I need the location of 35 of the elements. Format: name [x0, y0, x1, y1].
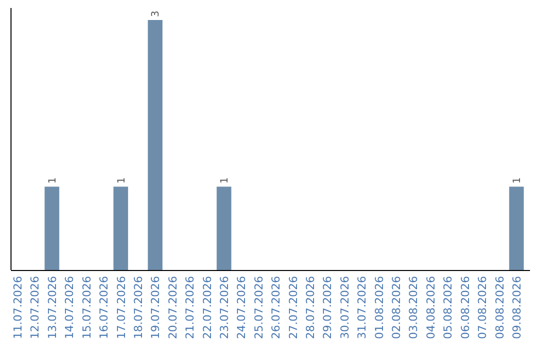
x-tick-label: 24.07.2026 — [235, 276, 248, 339]
x-tick-label: 28.07.2026 — [304, 276, 318, 339]
x-tick-label: 27.07.2026 — [286, 276, 300, 339]
x-tick-label: 13.07.2026 — [46, 276, 59, 339]
x-tick-label: 15.07.2026 — [80, 276, 94, 339]
x-tick-label: 25.07.2026 — [252, 276, 266, 339]
data-label: 1 — [219, 177, 230, 184]
x-tick-label: 03.08.2026 — [407, 276, 420, 339]
x-tick-label: 01.08.2026 — [372, 276, 386, 339]
x-tick-label: 30.07.2026 — [338, 276, 352, 339]
x-tick-label: 20.07.2026 — [166, 276, 180, 339]
data-label: 3 — [150, 10, 162, 17]
x-tick-label: 18.07.2026 — [132, 276, 145, 339]
x-tick-label: 29.07.2026 — [321, 276, 334, 339]
x-tick-label: 19.07.2026 — [149, 276, 162, 339]
x-tick-label: 02.08.2026 — [390, 276, 404, 339]
x-tick-label: 17.07.2026 — [114, 276, 128, 339]
x-tick-label: 22.07.2026 — [200, 276, 214, 339]
x-tick-label: 14.07.2026 — [63, 276, 76, 339]
x-tick-label: 11.07.2026 — [12, 276, 25, 339]
x-tick-label: 04.08.2026 — [424, 276, 438, 339]
data-label: 1 — [512, 177, 523, 184]
x-tick-label: 31.07.2026 — [356, 276, 369, 339]
x-tick-label: 09.08.2026 — [510, 276, 524, 339]
x-tick-label: 16.07.2026 — [98, 276, 111, 339]
x-tick-label: 21.07.2026 — [184, 276, 197, 339]
x-tick-label: 05.08.2026 — [442, 276, 455, 339]
x-tick-label: 06.08.2026 — [458, 276, 472, 339]
x-tick-label: 12.07.2026 — [28, 276, 42, 339]
data-label: 1 — [116, 177, 128, 184]
x-tick-label: 23.07.2026 — [218, 276, 231, 339]
x-tick-label: 08.08.2026 — [493, 276, 506, 339]
x-tick-label: 26.07.2026 — [270, 276, 283, 339]
data-label: 1 — [47, 177, 58, 184]
x-tick-label: 07.08.2026 — [476, 276, 490, 339]
